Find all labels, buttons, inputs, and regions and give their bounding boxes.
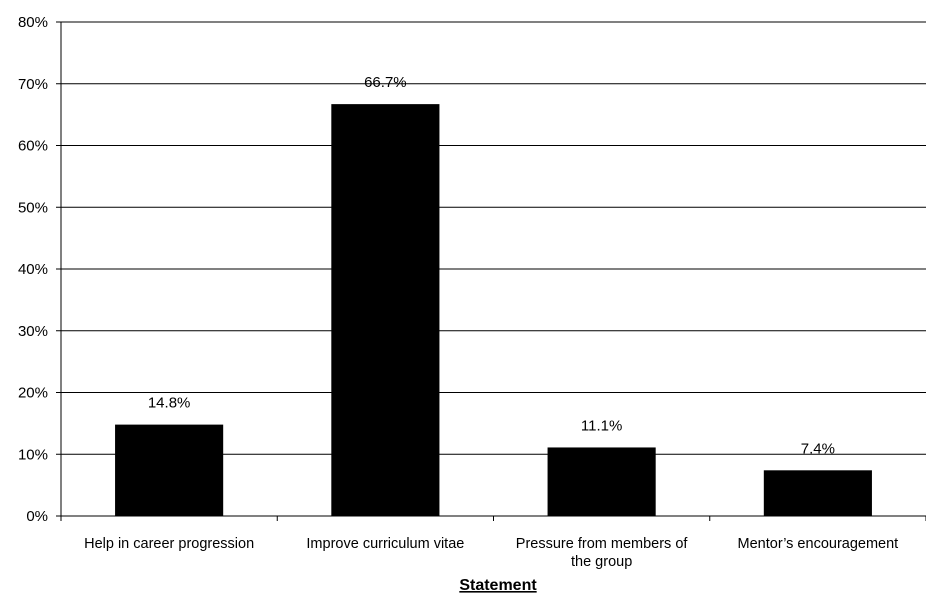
- y-tick-label: 30%: [18, 323, 48, 340]
- bars: [115, 104, 872, 516]
- y-tick-label: 0%: [26, 508, 48, 525]
- y-tick-label: 10%: [18, 446, 48, 463]
- data-label: 7.4%: [801, 440, 835, 457]
- x-category-label: Improve curriculum vitae: [306, 536, 464, 552]
- x-axis-title: Statement: [459, 577, 537, 594]
- data-label: 11.1%: [581, 417, 622, 434]
- bar: [331, 104, 440, 516]
- x-category-label: Pressure from members of the group: [516, 536, 689, 570]
- axes: [56, 21, 926, 521]
- y-tick-label: 60%: [18, 138, 48, 155]
- bar: [115, 424, 224, 516]
- y-tick-label: 70%: [18, 76, 48, 93]
- x-category-label: Help in career progression: [84, 536, 254, 552]
- data-label: 14.8%: [148, 395, 191, 412]
- x-axis-categories: Help in career progression Improve curric…: [84, 536, 898, 570]
- y-tick-label: 20%: [18, 385, 48, 402]
- data-labels: 14.8% 66.7% 11.1% 7.4%: [148, 74, 835, 457]
- y-tick-label: 80%: [18, 14, 48, 31]
- data-label: 66.7%: [364, 74, 407, 91]
- y-tick-label: 50%: [18, 199, 48, 216]
- gridlines: [61, 21, 926, 455]
- y-tick-label: 40%: [18, 261, 48, 278]
- y-axis-ticks: 0% 10% 20% 30% 40% 50% 60% 70% 80%: [18, 14, 48, 525]
- bar: [547, 447, 656, 516]
- x-category-label: Mentor’s encouragement: [738, 536, 899, 552]
- bar: [763, 470, 872, 516]
